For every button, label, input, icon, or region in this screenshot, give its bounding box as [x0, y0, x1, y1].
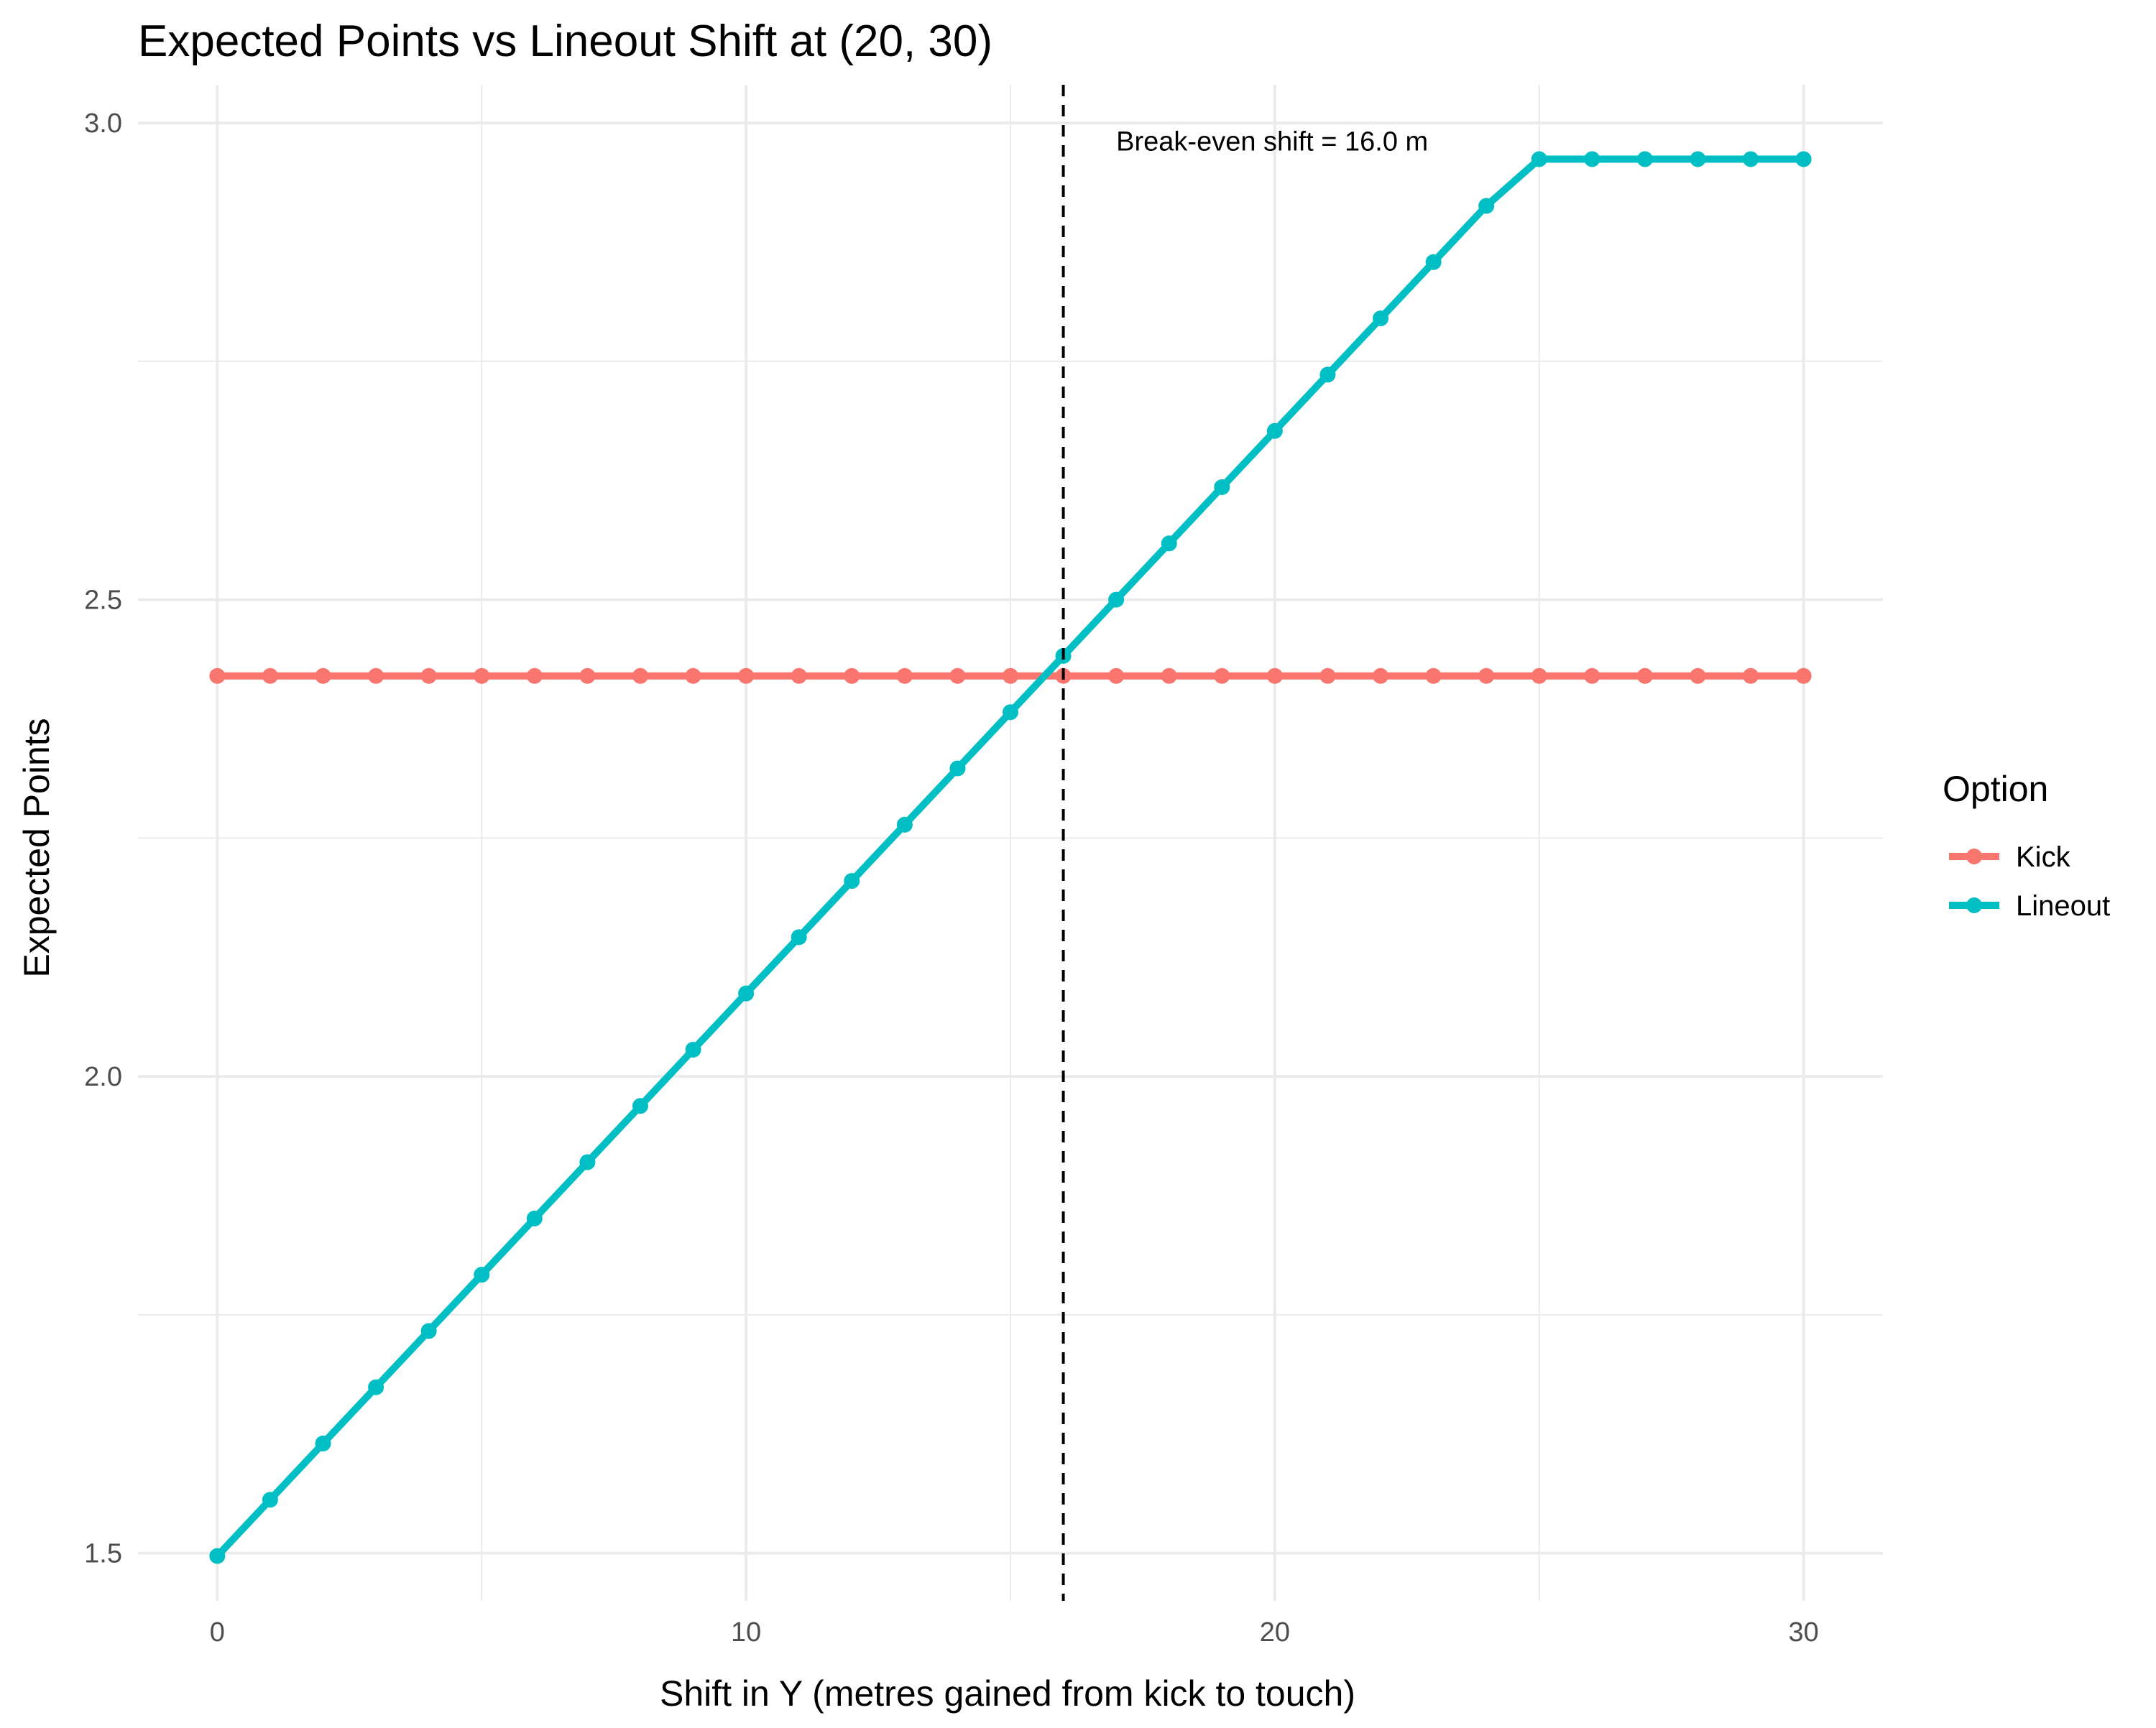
data-point-lineout	[1266, 422, 1283, 439]
data-point-kick	[949, 667, 966, 684]
data-point-lineout	[632, 1098, 648, 1114]
data-point-kick	[632, 667, 648, 684]
data-point-kick	[262, 667, 278, 684]
data-point-lineout	[1319, 366, 1336, 383]
legend-item-kick: Kick	[1949, 841, 2071, 873]
data-point-lineout	[262, 1492, 278, 1508]
data-point-kick	[1266, 667, 1283, 684]
data-point-kick	[474, 667, 490, 684]
data-point-kick	[1636, 667, 1653, 684]
data-point-lineout	[1795, 151, 1812, 167]
data-point-lineout	[791, 929, 807, 946]
legend-items: Kick Lineout	[1949, 841, 2110, 922]
data-point-lineout	[685, 1041, 701, 1058]
data-point-lineout	[1584, 151, 1600, 167]
data-point-lineout	[1743, 151, 1759, 167]
data-point-lineout	[1161, 535, 1177, 552]
data-point-lineout	[1003, 704, 1018, 721]
data-point-lineout	[844, 873, 860, 890]
data-point-kick	[791, 667, 807, 684]
data-point-lineout	[949, 760, 966, 777]
x-tick-label: 10	[731, 1617, 761, 1648]
legend-title: Option	[1943, 769, 2048, 809]
data-point-lineout	[209, 1548, 226, 1564]
data-point-kick	[1584, 667, 1600, 684]
data-point-kick	[844, 667, 860, 684]
data-point-kick	[526, 667, 543, 684]
data-point-lineout	[1636, 151, 1653, 167]
data-point-kick	[315, 667, 331, 684]
data-point-lineout	[1690, 151, 1706, 167]
data-point-kick	[1003, 667, 1018, 684]
data-point-lineout	[579, 1154, 596, 1170]
series-layer	[209, 151, 1812, 1564]
data-point-lineout	[474, 1267, 490, 1283]
data-point-lineout	[1108, 591, 1125, 608]
reference-layer: Break-even shift = 16.0 m	[1061, 85, 1428, 1601]
data-point-lineout	[1531, 151, 1547, 167]
y-tick-label: 2.0	[84, 1062, 122, 1092]
data-point-kick	[209, 667, 226, 684]
legend-swatch-point	[1966, 897, 1982, 913]
data-point-lineout	[368, 1379, 384, 1395]
x-tick-label: 30	[1788, 1617, 1818, 1648]
y-tick-label: 1.5	[84, 1539, 122, 1569]
tick-labels: 0 10 20 30 1.5 2.0 2.5 3.0	[84, 108, 1819, 1648]
legend-item-lineout: Lineout	[1949, 890, 2110, 922]
data-point-lineout	[1478, 198, 1495, 214]
data-point-kick	[368, 667, 384, 684]
data-point-lineout	[526, 1210, 543, 1226]
series-lineout	[209, 151, 1812, 1564]
data-point-kick	[685, 667, 701, 684]
data-point-kick	[579, 667, 596, 684]
data-point-kick	[1373, 667, 1389, 684]
data-point-kick	[1531, 667, 1547, 684]
data-point-lineout	[1214, 479, 1230, 496]
data-point-kick	[420, 667, 437, 684]
data-point-kick	[1795, 667, 1812, 684]
data-point-kick	[896, 667, 913, 684]
data-point-kick	[1690, 667, 1706, 684]
data-point-kick	[738, 667, 755, 684]
data-point-lineout	[420, 1323, 437, 1339]
data-point-lineout	[1425, 254, 1442, 270]
chart-title: Expected Points vs Lineout Shift at (20,…	[138, 17, 992, 66]
grid	[138, 85, 1883, 1601]
legend-swatch-point	[1966, 849, 1982, 864]
legend: Option Kick Lineout	[1943, 769, 2110, 922]
data-point-kick	[1425, 667, 1442, 684]
series-kick	[209, 667, 1812, 684]
data-point-kick	[1108, 667, 1125, 684]
data-point-lineout	[315, 1436, 331, 1452]
data-point-kick	[1319, 667, 1336, 684]
legend-label: Kick	[2016, 841, 2071, 873]
x-tick-label: 0	[210, 1617, 225, 1648]
break-even-annotation: Break-even shift = 16.0 m	[1116, 127, 1428, 157]
data-point-kick	[1478, 667, 1495, 684]
y-tick-label: 2.5	[84, 586, 122, 616]
data-point-kick	[1743, 667, 1759, 684]
y-tick-label: 3.0	[84, 108, 122, 139]
data-point-lineout	[896, 816, 913, 833]
legend-label: Lineout	[2016, 890, 2110, 922]
x-axis-title: Shift in Y (metres gained from kick to t…	[660, 1673, 1355, 1714]
y-axis-title: Expected Points	[17, 718, 57, 977]
data-point-kick	[1161, 667, 1177, 684]
data-point-kick	[1214, 667, 1230, 684]
data-point-lineout	[738, 985, 755, 1002]
x-tick-label: 20	[1260, 1617, 1290, 1648]
data-point-lineout	[1373, 310, 1389, 327]
